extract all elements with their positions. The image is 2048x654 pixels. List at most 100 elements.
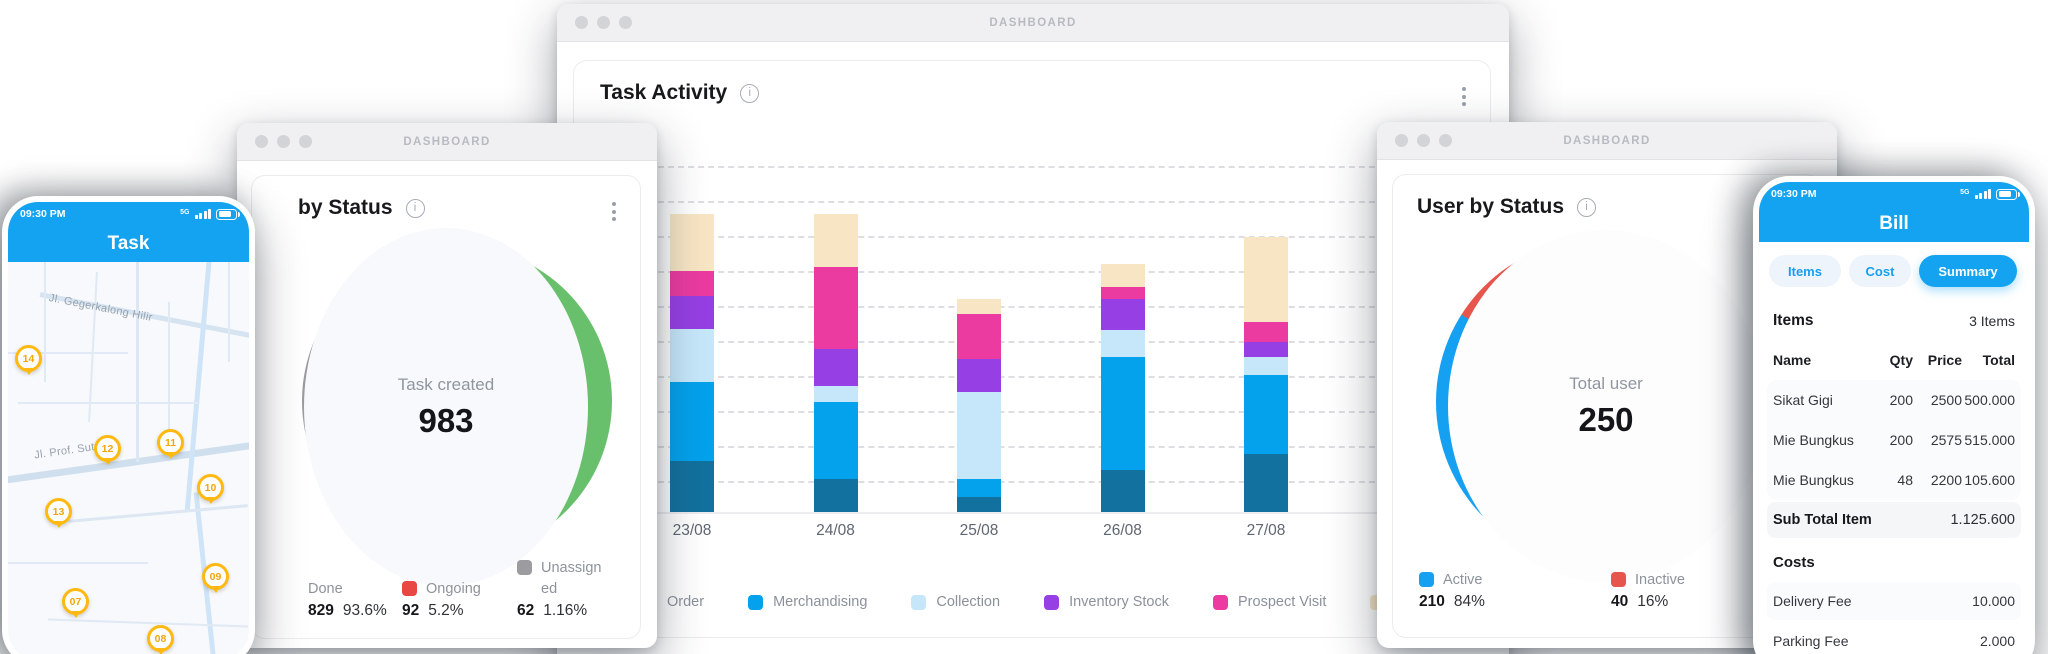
task-activity-card: Task Activity 23/0824/0825/0826/0827/08 … xyxy=(573,60,1491,638)
legend-item-active[interactable]: Active 210 84% xyxy=(1419,570,1485,611)
bar-segment-order[interactable] xyxy=(1100,470,1145,512)
bar-segment-prospect-visit[interactable] xyxy=(670,271,714,296)
stacked-bar-24/08[interactable] xyxy=(813,214,858,512)
bar-segment-order[interactable] xyxy=(957,497,1001,512)
legend-item-ongoing[interactable]: Ongoing 92 5.2% xyxy=(402,579,481,620)
phone-task: 09:30 PM 5G Task xyxy=(2,196,255,654)
map-pin-number: 12 xyxy=(101,442,114,455)
bar-segment-merchandising[interactable] xyxy=(1100,357,1145,470)
traffic-light-dot[interactable] xyxy=(299,135,312,148)
bar-segment-other[interactable] xyxy=(1100,264,1145,287)
map-pin-11[interactable]: 11 xyxy=(157,429,184,459)
map-pin-10[interactable]: 10 xyxy=(197,474,224,504)
tab-summary[interactable]: Summary xyxy=(1919,255,2017,287)
bar-segment-inventory-stock[interactable] xyxy=(1100,299,1145,330)
legend-item-inactive[interactable]: Inactive 40 16% xyxy=(1611,570,1685,611)
gridline xyxy=(588,201,1475,203)
traffic-light-dot[interactable] xyxy=(597,16,610,29)
stacked-bar-26/08[interactable] xyxy=(1100,264,1145,512)
stacked-bar-27/08[interactable] xyxy=(1244,237,1288,512)
traffic-light-dot[interactable] xyxy=(575,16,588,29)
legend-value: 829 93.6% xyxy=(308,602,387,620)
donut-center-value: 983 xyxy=(418,401,474,439)
map-pin-08[interactable]: 08 xyxy=(147,625,174,654)
task-by-status-card: by Status Task created 983 Done 829 93.6… xyxy=(251,175,641,639)
bar-segment-inventory-stock[interactable] xyxy=(1244,342,1288,357)
info-icon[interactable] xyxy=(1577,197,1597,217)
card-title-row: Task Activity xyxy=(600,81,760,105)
bar-segment-inventory-stock[interactable] xyxy=(813,349,858,386)
traffic-light-dot[interactable] xyxy=(1439,134,1452,147)
map-pin-09[interactable]: 09 xyxy=(202,563,229,593)
bar-segment-other[interactable] xyxy=(957,299,1001,314)
card-title: Task Activity xyxy=(600,81,728,104)
kebab-menu-icon[interactable] xyxy=(610,200,618,223)
bar-segment-prospect-visit[interactable] xyxy=(1244,322,1288,342)
phone-screen: 09:30 PM 5G Bill Items Cost Summary Item… xyxy=(1759,182,2029,654)
map[interactable]: Jl. Gegerkalong Hilir Jl. Prof. Sutami 1… xyxy=(8,262,249,654)
bar-segment-collection[interactable] xyxy=(670,329,714,382)
info-icon[interactable] xyxy=(740,83,760,103)
map-road xyxy=(228,262,230,362)
bar-segment-prospect-visit[interactable] xyxy=(813,267,858,349)
legend-label: Done xyxy=(308,580,343,597)
window-chrome: DASHBOARD xyxy=(1377,122,1837,160)
table-cell: 200 xyxy=(1889,432,1913,448)
legend-item-done[interactable]: Done 829 93.6% xyxy=(308,579,387,620)
bar-segment-order[interactable] xyxy=(670,461,714,512)
bar-segment-collection[interactable] xyxy=(1100,330,1145,357)
map-pin-13[interactable]: 13 xyxy=(45,498,72,528)
bar-segment-collection[interactable] xyxy=(1244,357,1288,375)
table-header-qty: Qty xyxy=(1889,352,1913,368)
task-activity-legend: Order Merchandising Collection Inventory St… xyxy=(642,589,1386,615)
legend-pct: 1.16% xyxy=(543,602,588,619)
stacked-bar-25/08[interactable] xyxy=(957,299,1001,512)
phone-bill: 09:30 PM 5G Bill Items Cost Summary Item… xyxy=(1753,176,2035,654)
legend-item[interactable]: Collection xyxy=(911,594,1000,610)
legend-item[interactable]: Prospect Visit xyxy=(1213,594,1326,610)
bar-segment-inventory-stock[interactable] xyxy=(957,359,1001,392)
map-pin-07[interactable]: 07 xyxy=(62,588,89,618)
legend-count: 829 xyxy=(308,602,334,619)
bar-segment-collection[interactable] xyxy=(957,392,1001,479)
gridline xyxy=(588,446,1475,448)
bar-segment-merchandising[interactable] xyxy=(813,402,858,479)
legend-item-unassigned[interactable]: Unassigned 62 1.16% xyxy=(517,558,603,620)
bar-segment-other[interactable] xyxy=(670,214,714,271)
legend-item[interactable]: Merchandising xyxy=(748,594,867,610)
donut-center-label: Total user xyxy=(1569,373,1643,393)
table-row: Sikat Gigi 200 2500 500.000 xyxy=(1773,380,2015,420)
bar-segment-other[interactable] xyxy=(813,214,858,267)
chrome-title: DASHBOARD xyxy=(1563,135,1651,147)
bar-segment-merchandising[interactable] xyxy=(670,382,714,461)
bar-segment-order[interactable] xyxy=(813,479,858,512)
traffic-light-dot[interactable] xyxy=(1395,134,1408,147)
traffic-light-dot[interactable] xyxy=(277,135,290,148)
info-icon[interactable] xyxy=(405,198,425,218)
tab-cost[interactable]: Cost xyxy=(1849,255,1911,287)
subtotal-row: Sub Total Item 1.125.600 xyxy=(1767,502,2021,538)
status-time: 09:30 PM xyxy=(1771,188,1817,200)
bar-segment-collection[interactable] xyxy=(813,386,858,402)
table-cell: 515.000 xyxy=(1964,432,2015,448)
bar-segment-inventory-stock[interactable] xyxy=(670,296,714,329)
kebab-menu-icon[interactable] xyxy=(1460,85,1468,108)
bar-segment-merchandising[interactable] xyxy=(1244,375,1288,454)
legend-item[interactable]: Inventory Stock xyxy=(1044,594,1169,610)
status-time: 09:30 PM xyxy=(20,208,66,220)
bar-segment-merchandising[interactable] xyxy=(957,479,1001,497)
map-pin-12[interactable]: 12 xyxy=(94,435,121,465)
bar-segment-prospect-visit[interactable] xyxy=(957,314,1001,359)
traffic-light-dot[interactable] xyxy=(1417,134,1430,147)
bar-segment-other[interactable] xyxy=(1244,237,1288,322)
traffic-light-dot[interactable] xyxy=(619,16,632,29)
legend-swatch xyxy=(1611,571,1626,587)
bar-segment-order[interactable] xyxy=(1244,454,1288,512)
legend-value: 92 5.2% xyxy=(402,602,481,620)
traffic-light-dot[interactable] xyxy=(255,135,268,148)
bar-segment-prospect-visit[interactable] xyxy=(1100,287,1145,299)
tab-items[interactable]: Items xyxy=(1769,255,1841,287)
map-pin-14[interactable]: 14 xyxy=(15,345,42,375)
stacked-bar-23/08[interactable] xyxy=(670,214,714,512)
